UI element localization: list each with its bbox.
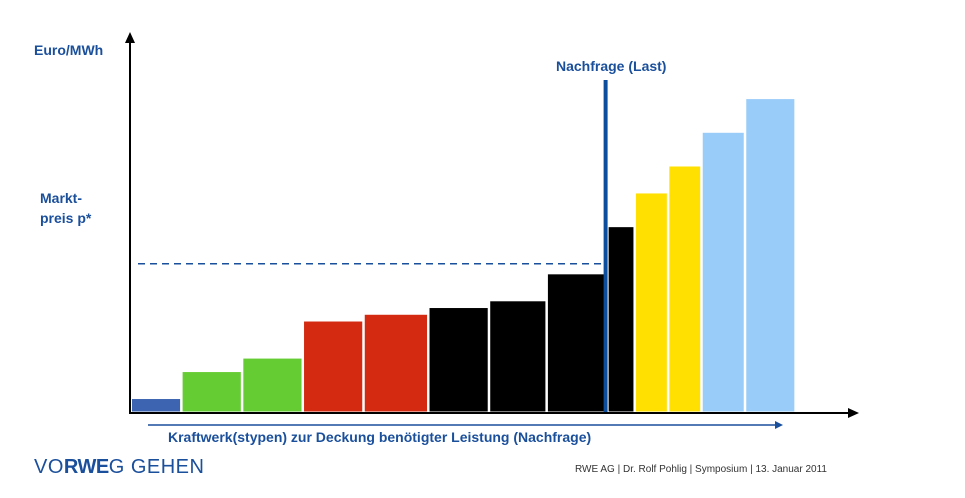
- bar-12: [701, 131, 745, 413]
- bar-7: [489, 300, 547, 413]
- footer-text: RWE AG | Dr. Rolf Pohlig | Symposium | 1…: [575, 464, 827, 475]
- logo-part3: G GEHEN: [108, 456, 205, 478]
- bar-13: [745, 98, 796, 413]
- bar-group: [131, 98, 796, 413]
- x-label-arrow-head: [775, 421, 783, 429]
- bar-9: [607, 226, 635, 413]
- logo-part2: RWE: [63, 456, 109, 478]
- rwe-logo: VORWEG GEHEN: [34, 456, 204, 479]
- bar-3: [242, 357, 303, 413]
- bar-1: [131, 398, 182, 413]
- bar-2: [181, 371, 242, 413]
- demand-label: Nachfrage (Last): [556, 58, 667, 74]
- bar-11: [668, 165, 702, 413]
- bar-10: [634, 192, 668, 413]
- market-price-label: Markt- preis p*: [40, 188, 91, 228]
- bar-5: [363, 313, 429, 413]
- bar-4: [303, 320, 364, 413]
- bar-6: [428, 307, 489, 413]
- x-axis-arrow: [848, 408, 859, 418]
- bar-8: [546, 273, 608, 413]
- x-axis-label: Kraftwerk(stypen) zur Deckung benötigter…: [168, 429, 592, 445]
- y-axis-arrow: [125, 32, 135, 43]
- market-price-label-line1: Markt-: [40, 190, 83, 206]
- market-price-label-line2: preis p*: [40, 210, 92, 226]
- y-axis-label: Euro/MWh: [34, 42, 104, 58]
- logo-part1: VO: [34, 456, 64, 478]
